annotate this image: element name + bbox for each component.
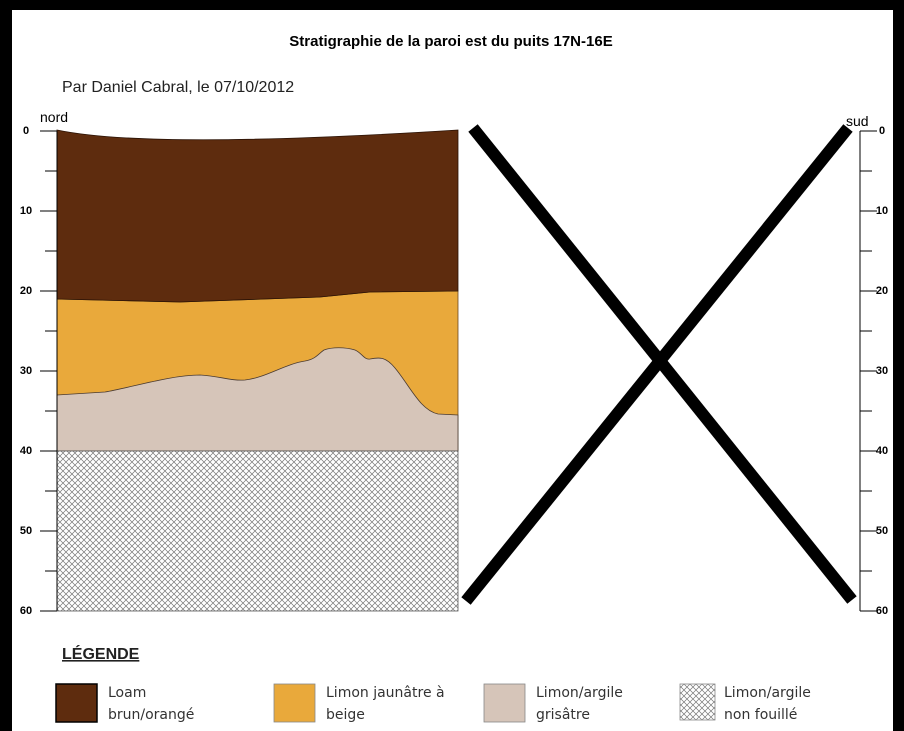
layers: [56, 129, 459, 612]
legend-text: grisâtre: [536, 707, 590, 723]
legend-title: LÉGENDE: [62, 644, 140, 663]
cross-line: [461, 124, 853, 605]
legend-text: non fouillé: [724, 707, 797, 723]
legend-text: Loam: [108, 685, 146, 701]
legend-text: Limon/argile: [536, 685, 623, 701]
depth-label: 0: [23, 125, 29, 137]
title: Stratigraphie de la paroi est du puits 1…: [289, 33, 612, 50]
south-label: sud: [846, 113, 869, 129]
legend-swatch: [55, 683, 98, 723]
depth-label: 50: [20, 525, 32, 537]
layer-brown: [56, 129, 459, 303]
subtitle: Par Daniel Cabral, le 07/10/2012: [62, 79, 294, 96]
legend-text: brun/orangé: [108, 707, 194, 723]
depth-label: 60: [20, 605, 32, 617]
legend-text: Limon jaunâtre à: [326, 685, 445, 701]
depth-label: 60: [876, 605, 888, 617]
layer-grey: [56, 347, 459, 452]
depth-label: 40: [876, 445, 888, 457]
legend: Loam brun/orangé Limon jaunâtre à beige …: [55, 683, 811, 723]
legend-swatch: [679, 683, 716, 721]
depth-label: 20: [876, 285, 888, 297]
depth-label: 50: [876, 525, 888, 537]
north-label: nord: [40, 109, 68, 125]
legend-text: Limon/argile: [724, 685, 811, 701]
depth-label: 10: [876, 205, 888, 217]
depth-label: 0: [879, 125, 885, 137]
layer-unexcavated: [56, 450, 459, 612]
depth-label: 10: [20, 205, 32, 217]
cross: [461, 124, 857, 605]
legend-text: beige: [326, 707, 365, 723]
depth-label: 20: [20, 285, 32, 297]
depth-label: 30: [876, 365, 888, 377]
legend-swatch: [273, 683, 316, 723]
depth-label: 40: [20, 445, 32, 457]
depth-label: 30: [20, 365, 32, 377]
legend-swatch: [483, 683, 526, 723]
